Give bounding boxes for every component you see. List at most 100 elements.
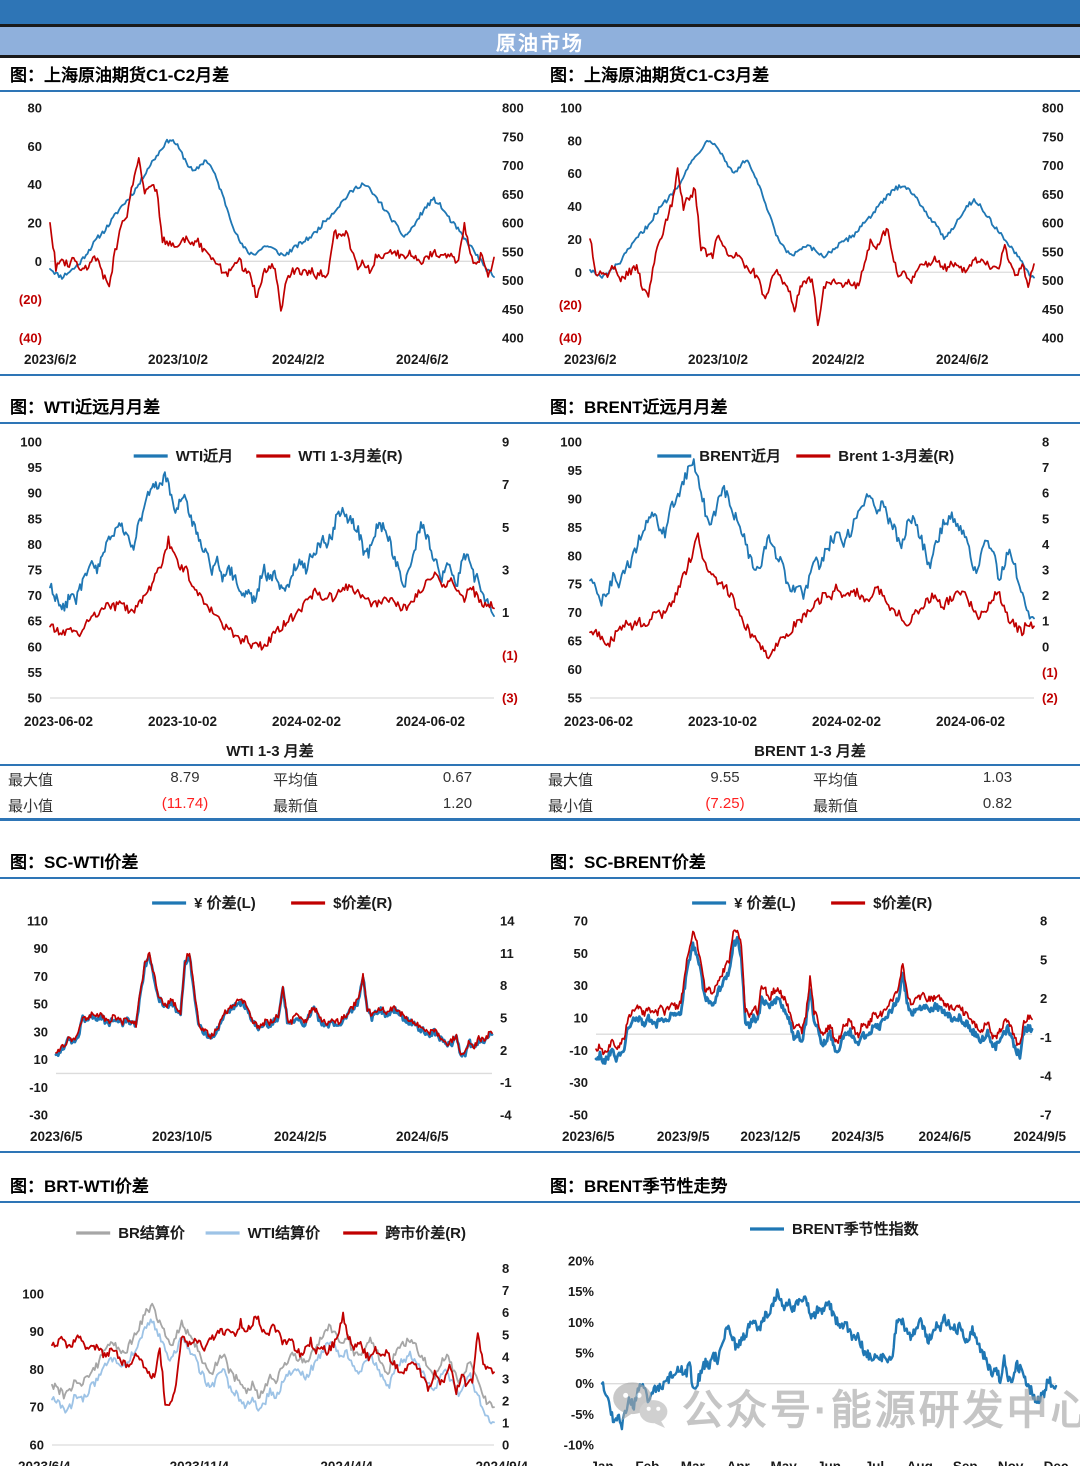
axis-label: -10 <box>569 1043 588 1058</box>
axis-label: (1) <box>502 648 518 663</box>
axis-label: 85 <box>28 511 42 526</box>
axis-label: 11 <box>500 946 514 961</box>
wti-stats: WTI 1-3 月差 最大值 8.79 平均值 0.67 最小值 (11.74)… <box>0 736 540 818</box>
c8-series-brent_seasonal_index <box>600 1288 1058 1431</box>
axis-label: 0 <box>502 1438 509 1453</box>
axis-label: (40) <box>559 331 582 346</box>
axis-label: 15% <box>568 1284 594 1299</box>
top-bar <box>0 0 1080 27</box>
axis-label: 90 <box>30 1324 44 1339</box>
axis-label: 75 <box>568 577 582 592</box>
axis-label: 2023/6/4 <box>18 1459 71 1466</box>
wti-latest-value: 1.20 <box>442 795 473 812</box>
axis-label: 30 <box>574 978 588 993</box>
stat-label-min: 最小值 <box>548 798 594 815</box>
axis-label: -10 <box>29 1080 48 1095</box>
axis-label: 700 <box>502 158 524 173</box>
chart-sc-wti-spread: 110 90 70 50 30 10 -10 -30 14 11 8 5 2 -1 -4 ¥ 价差(L) $价差… <box>0 879 540 1151</box>
axis-label: 400 <box>1042 331 1064 346</box>
c1-series-c1_c2_spread <box>49 157 495 312</box>
axis-label: 2024/9/4 <box>475 1459 528 1466</box>
axis-label: 3 <box>502 1371 509 1386</box>
wti-min-value: (11.74) <box>161 795 209 812</box>
axis-label: 450 <box>502 302 524 317</box>
axis-label: 2024/2/2 <box>272 352 325 367</box>
axis-label: 70 <box>30 1400 44 1415</box>
stat-label-latest: 最新值 <box>813 798 859 815</box>
axis-label: 650 <box>1042 187 1064 202</box>
axis-label: 2024/6/5 <box>396 1129 449 1144</box>
c7-series-cross_spread <box>51 1311 495 1407</box>
axis-label: 2023/6/2 <box>24 352 77 367</box>
axis-label: 2024/2/5 <box>274 1129 327 1144</box>
axis-label: 20% <box>568 1254 594 1269</box>
axis-label: 2024-02-02 <box>812 714 881 729</box>
brent-max-value: 9.55 <box>710 769 740 786</box>
axis-label: 60 <box>30 1438 44 1453</box>
axis-label: Brent 1-3月差(R) <box>838 447 954 465</box>
section-titles-row-2: 图：WTI近远月月差 图：BRENT近远月月差 <box>0 390 1080 424</box>
axis-label: 50 <box>28 691 42 706</box>
axis-label: $价差(R) <box>873 894 932 912</box>
page-title-banner: 原油市场 <box>0 27 1080 58</box>
axis-label: 700 <box>1042 158 1064 173</box>
axis-label: 2024/6/2 <box>396 352 449 367</box>
axis-label: BRENT近月 <box>699 447 781 465</box>
axis-label: 85 <box>568 520 582 535</box>
c7-series-wti_settle <box>51 1318 495 1425</box>
axis-label: (3) <box>502 691 518 706</box>
axis-label: 1 <box>502 1415 509 1430</box>
axis-label: Sep <box>953 1459 978 1466</box>
axis-label: 2024-06-02 <box>936 714 1005 729</box>
stat-label-max: 最大值 <box>8 772 54 789</box>
chart-title-brent-spread: 图：BRENT近远月月差 <box>550 398 728 417</box>
axis-label: 95 <box>568 463 582 478</box>
axis-label: 800 <box>502 101 524 116</box>
chart-title-brent-seasonal: 图：BRENT季节性走势 <box>550 1177 728 1196</box>
axis-label: 100 <box>560 101 582 116</box>
axis-label: 60 <box>28 139 42 154</box>
axis-label: 4 <box>502 1349 510 1364</box>
axis-label: 20 <box>568 232 582 247</box>
axis-label: Dec <box>1044 1459 1069 1466</box>
axis-label: 2023-10-02 <box>148 714 217 729</box>
axis-label: 10 <box>34 1052 48 1067</box>
c7-plot: 100 90 80 70 60 8 7 6 5 4 3 2 1 0 BR结算价 WTI结算价 跨市价差(R) 20… <box>18 1224 528 1466</box>
axis-label: $价差(R) <box>333 894 392 912</box>
axis-label: 4 <box>1042 537 1050 552</box>
page-title: 原油市场 <box>496 32 584 55</box>
axis-label: ¥ 价差(L) <box>734 894 796 912</box>
charts-row-1: 80 60 40 20 0 (20) (40) 800 750 700 650 600 550 500 45… <box>0 92 1080 374</box>
axis-label: 2024/4/4 <box>320 1459 373 1466</box>
axis-label: 65 <box>28 614 42 629</box>
stat-label-avg: 平均值 <box>273 772 319 789</box>
axis-label: 80 <box>28 101 42 116</box>
axis-label: 95 <box>28 460 42 475</box>
axis-label: 3 <box>502 563 509 578</box>
chart-brent-seasonality: 20% 15% 10% 5% 0% -5% -10% BRENT季节性指数 Jan Feb Mar A… <box>540 1203 1080 1466</box>
axis-label: 1 <box>1042 614 1049 629</box>
axis-label: 40 <box>28 177 42 192</box>
axis-label: 5 <box>502 1327 509 1342</box>
chart-title-sc-wti: 图：SC-WTI价差 <box>10 853 139 872</box>
c7-series-brent_settle <box>51 1302 495 1409</box>
axis-label: WTI 1-3月差(R) <box>298 447 402 465</box>
axis-label: 14 <box>500 914 515 929</box>
axis-label: 10 <box>574 1011 588 1026</box>
axis-label: 90 <box>28 486 42 501</box>
axis-label: 2023/6/5 <box>30 1129 83 1144</box>
stat-label-max: 最大值 <box>548 772 594 789</box>
axis-label: 20 <box>28 216 42 231</box>
axis-label: 750 <box>502 129 524 144</box>
axis-label: -50 <box>569 1108 588 1123</box>
axis-label: 2024/2/2 <box>812 352 865 367</box>
axis-label: 7 <box>1042 460 1049 475</box>
axis-label: BR结算价 <box>118 1224 186 1242</box>
axis-label: 80 <box>568 548 582 563</box>
axis-label: -7 <box>1040 1108 1052 1123</box>
axis-label: 跨市价差(R) <box>385 1224 466 1242</box>
c6-plot: 70 50 30 10 -10 -30 -50 8 5 2 -1 -4 -7 ¥ 价差(L) $价差(R) 2… <box>562 894 1066 1144</box>
axis-label: 90 <box>568 491 582 506</box>
c2-series-sc_price <box>589 139 1035 279</box>
